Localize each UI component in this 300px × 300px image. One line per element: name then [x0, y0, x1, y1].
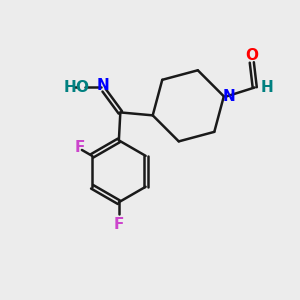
Text: H: H: [261, 80, 274, 95]
Text: N: N: [223, 89, 236, 104]
Text: F: F: [74, 140, 85, 155]
Text: O: O: [245, 49, 258, 64]
Text: H: H: [63, 80, 76, 95]
Text: F: F: [114, 218, 124, 232]
Text: O: O: [76, 80, 88, 95]
Text: N: N: [96, 77, 109, 92]
